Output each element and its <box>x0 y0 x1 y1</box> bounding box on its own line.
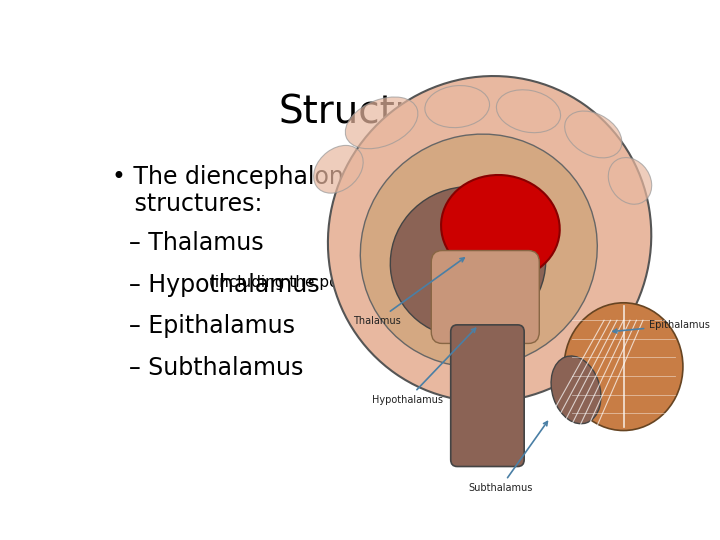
Text: – Subthalamus: – Subthalamus <box>129 356 303 380</box>
Text: Subthalamus: Subthalamus <box>468 422 547 493</box>
Text: Hypothalamus: Hypothalamus <box>372 328 476 404</box>
Text: – Hypothalamus: – Hypothalamus <box>129 273 327 296</box>
Ellipse shape <box>496 90 561 133</box>
Ellipse shape <box>564 111 622 158</box>
Ellipse shape <box>346 97 418 149</box>
FancyBboxPatch shape <box>431 251 539 343</box>
Ellipse shape <box>551 356 601 424</box>
Ellipse shape <box>328 76 652 402</box>
Text: – Epithalamus: – Epithalamus <box>129 314 295 338</box>
Ellipse shape <box>390 187 546 338</box>
Ellipse shape <box>564 303 683 430</box>
Ellipse shape <box>608 158 652 204</box>
Text: (including the posterior pituitary): (including the posterior pituitary) <box>209 275 464 290</box>
Ellipse shape <box>360 134 598 367</box>
FancyBboxPatch shape <box>451 325 524 467</box>
Text: – Thalamus: – Thalamus <box>129 231 264 255</box>
Text: Structure: Structure <box>279 94 459 132</box>
Text: Epithalamus: Epithalamus <box>613 320 710 333</box>
Ellipse shape <box>425 85 490 127</box>
Ellipse shape <box>314 145 363 193</box>
Text: • The diencephalon consists of the following
   structures:: • The diencephalon consists of the follo… <box>112 165 638 217</box>
Ellipse shape <box>441 175 559 280</box>
Text: Thalamus: Thalamus <box>354 258 464 326</box>
